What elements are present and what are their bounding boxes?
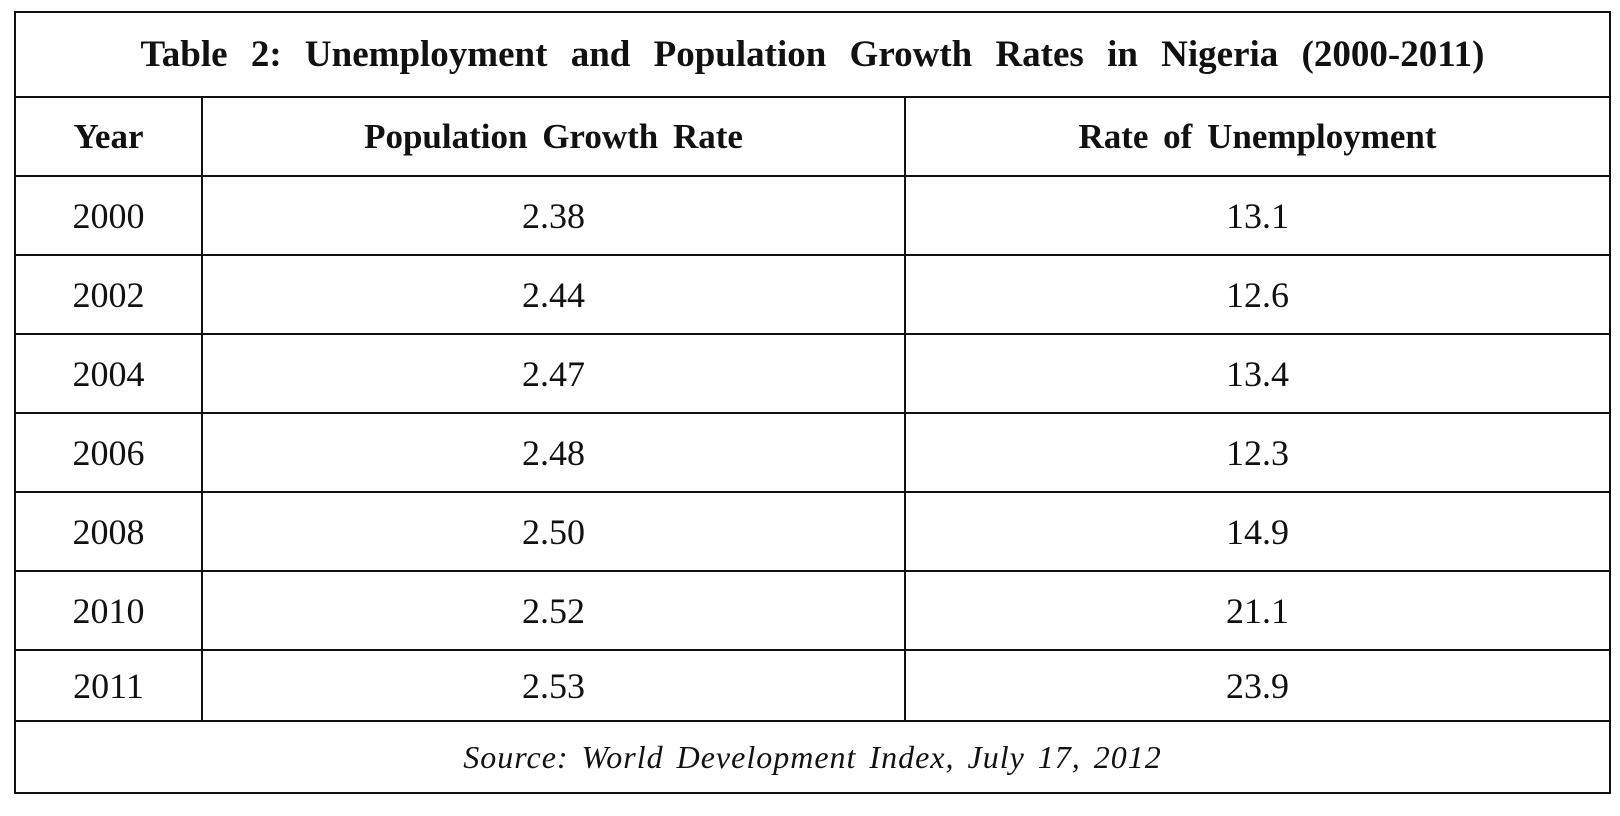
unemployment-rate-cell: 13.1 (904, 175, 1611, 256)
table-header-row: Year Population Growth Rate Rate of Unem… (14, 96, 1611, 177)
column-header-population-growth-rate: Population Growth Rate (201, 96, 906, 177)
table-row: 2010 2.52 21.1 (14, 570, 1611, 651)
table-row: 2002 2.44 12.6 (14, 254, 1611, 335)
unemployment-rate-cell: 21.1 (904, 570, 1611, 651)
data-table-container: Table 2: Unemployment and Population Gro… (14, 11, 1611, 794)
table-row: 2008 2.50 14.9 (14, 491, 1611, 572)
year-cell: 2002 (14, 254, 203, 335)
column-header-rate-of-unemployment: Rate of Unemployment (904, 96, 1611, 177)
column-header-year: Year (14, 96, 203, 177)
population-growth-cell: 2.47 (201, 333, 906, 414)
year-cell: 2008 (14, 491, 203, 572)
year-cell: 2000 (14, 175, 203, 256)
year-cell: 2010 (14, 570, 203, 651)
population-growth-cell: 2.53 (201, 649, 906, 722)
population-growth-cell: 2.48 (201, 412, 906, 493)
table-row: 2011 2.53 23.9 (14, 649, 1611, 722)
unemployment-rate-cell: 13.4 (904, 333, 1611, 414)
population-growth-cell: 2.50 (201, 491, 906, 572)
table-source-row: Source: World Development Index, July 17… (14, 720, 1611, 794)
table-row: 2004 2.47 13.4 (14, 333, 1611, 414)
unemployment-rate-cell: 12.3 (904, 412, 1611, 493)
table-title: Table 2: Unemployment and Population Gro… (14, 11, 1611, 98)
table-source-note: Source: World Development Index, July 17… (14, 720, 1611, 794)
population-growth-cell: 2.38 (201, 175, 906, 256)
unemployment-population-table: Table 2: Unemployment and Population Gro… (14, 11, 1611, 794)
table-row: 2000 2.38 13.1 (14, 175, 1611, 256)
population-growth-cell: 2.52 (201, 570, 906, 651)
population-growth-cell: 2.44 (201, 254, 906, 335)
unemployment-rate-cell: 23.9 (904, 649, 1611, 722)
year-cell: 2011 (14, 649, 203, 722)
unemployment-rate-cell: 14.9 (904, 491, 1611, 572)
table-row: 2006 2.48 12.3 (14, 412, 1611, 493)
year-cell: 2006 (14, 412, 203, 493)
table-title-row: Table 2: Unemployment and Population Gro… (14, 11, 1611, 98)
year-cell: 2004 (14, 333, 203, 414)
unemployment-rate-cell: 12.6 (904, 254, 1611, 335)
